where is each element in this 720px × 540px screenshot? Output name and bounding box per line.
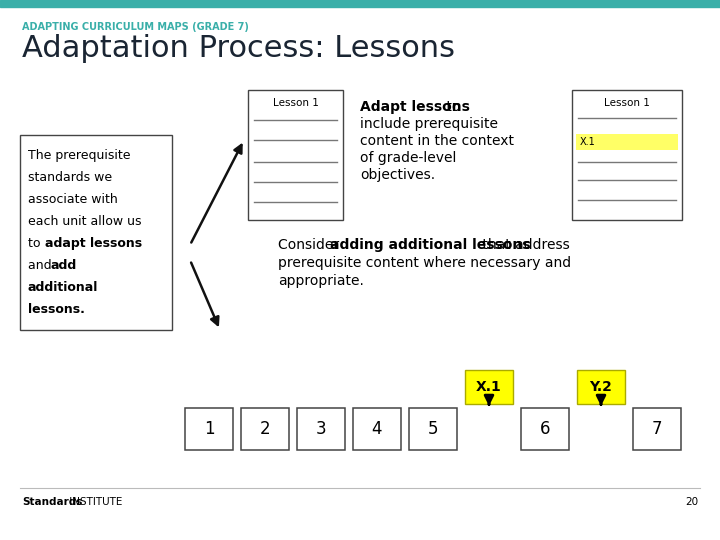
Text: adapt lessons: adapt lessons <box>45 237 142 250</box>
FancyBboxPatch shape <box>577 370 625 404</box>
Text: Adapt lessons: Adapt lessons <box>360 100 470 114</box>
Text: content in the context: content in the context <box>360 134 514 148</box>
Text: 5: 5 <box>428 420 438 438</box>
Text: of grade-level: of grade-level <box>360 151 456 165</box>
Text: each unit allow us: each unit allow us <box>28 215 142 228</box>
Text: X.1: X.1 <box>476 380 502 394</box>
Text: X.1: X.1 <box>580 137 595 147</box>
Text: additional: additional <box>28 281 99 294</box>
FancyBboxPatch shape <box>353 408 401 450</box>
FancyBboxPatch shape <box>572 90 682 220</box>
Text: Standards: Standards <box>22 497 82 507</box>
Text: 2: 2 <box>260 420 270 438</box>
FancyBboxPatch shape <box>241 408 289 450</box>
Text: standards we: standards we <box>28 171 112 184</box>
FancyBboxPatch shape <box>633 408 681 450</box>
Text: add: add <box>50 259 76 272</box>
Text: prerequisite content where necessary and: prerequisite content where necessary and <box>278 256 571 270</box>
Text: Lesson 1: Lesson 1 <box>273 98 318 108</box>
FancyBboxPatch shape <box>297 408 345 450</box>
Text: ADAPTING CURRICULUM MAPS (GRADE 7): ADAPTING CURRICULUM MAPS (GRADE 7) <box>22 22 249 32</box>
FancyBboxPatch shape <box>576 134 678 150</box>
Text: appropriate.: appropriate. <box>278 274 364 288</box>
Text: objectives.: objectives. <box>360 168 435 182</box>
Text: 6: 6 <box>540 420 550 438</box>
Text: 4: 4 <box>372 420 382 438</box>
FancyBboxPatch shape <box>248 90 343 220</box>
Text: and: and <box>28 259 55 272</box>
Text: that address: that address <box>478 238 570 252</box>
Text: Adaptation Process: Lessons: Adaptation Process: Lessons <box>22 34 455 63</box>
Text: Consider: Consider <box>278 238 343 252</box>
FancyBboxPatch shape <box>409 408 457 450</box>
Text: to: to <box>442 100 460 114</box>
Text: 3: 3 <box>315 420 326 438</box>
Text: Y.2: Y.2 <box>590 380 613 394</box>
FancyBboxPatch shape <box>465 370 513 404</box>
FancyBboxPatch shape <box>185 408 233 450</box>
Text: 7: 7 <box>652 420 662 438</box>
Text: Lesson 1: Lesson 1 <box>604 98 650 108</box>
Text: associate with: associate with <box>28 193 118 206</box>
Bar <box>0 0 720 7</box>
Text: The prerequisite: The prerequisite <box>28 149 130 162</box>
Text: to: to <box>28 237 45 250</box>
Text: include prerequisite: include prerequisite <box>360 117 498 131</box>
Text: INSTITUTE: INSTITUTE <box>66 497 122 507</box>
FancyBboxPatch shape <box>20 135 172 330</box>
Text: 1: 1 <box>204 420 215 438</box>
Text: 20: 20 <box>685 497 698 507</box>
Text: adding additional lessons: adding additional lessons <box>330 238 531 252</box>
FancyBboxPatch shape <box>521 408 569 450</box>
Text: lessons.: lessons. <box>28 303 85 316</box>
